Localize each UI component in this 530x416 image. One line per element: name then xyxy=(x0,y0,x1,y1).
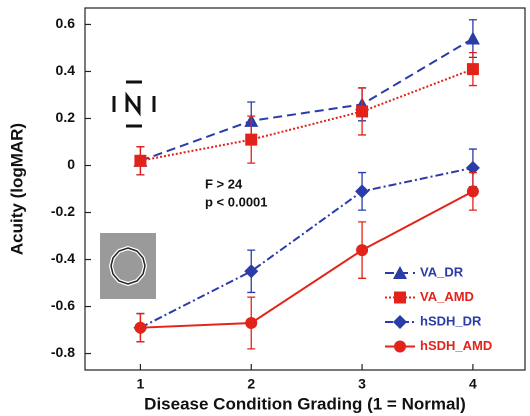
x-axis-title: Disease Condition Grading (1 = Normal) xyxy=(144,394,466,413)
marker xyxy=(356,244,369,257)
series-line xyxy=(139,166,474,329)
legend-label: VA_AMD xyxy=(420,289,474,304)
marker xyxy=(466,63,479,76)
marker xyxy=(245,316,258,329)
annotation: p < 0.0001 xyxy=(205,194,268,209)
legend-label: hSDH_DR xyxy=(420,313,482,328)
x-tick-label: 3 xyxy=(358,376,366,392)
legend-marker xyxy=(393,315,407,329)
y-axis-title: Acuity (logMAR) xyxy=(7,123,26,255)
legend-label: hSDH_AMD xyxy=(420,338,492,353)
legend-marker xyxy=(394,291,406,304)
legend-label: VA_DR xyxy=(420,264,464,279)
ring-inset xyxy=(100,233,156,299)
marker xyxy=(465,160,480,175)
y-tick-label: 0.2 xyxy=(56,109,76,125)
x-tick-label: 4 xyxy=(469,376,477,392)
marker xyxy=(244,264,259,279)
marker xyxy=(465,31,480,45)
series-line xyxy=(140,190,474,329)
optotype-inset xyxy=(112,80,156,128)
x-tick-label: 1 xyxy=(137,376,145,392)
y-tick-label: 0 xyxy=(67,156,75,172)
y-tick-label: -0.2 xyxy=(51,203,75,219)
series-line xyxy=(140,37,474,162)
y-tick-label: 0.4 xyxy=(56,62,76,78)
marker xyxy=(355,184,370,199)
y-tick-label: -0.4 xyxy=(51,250,75,266)
y-tick-label: 0.6 xyxy=(56,15,76,31)
y-tick-label: -0.8 xyxy=(51,344,75,360)
x-tick-label: 2 xyxy=(247,376,255,392)
annotation: F > 24 xyxy=(205,176,243,191)
y-tick-label: -0.6 xyxy=(51,297,75,313)
marker xyxy=(134,154,147,167)
legend-marker xyxy=(394,340,406,353)
marker xyxy=(356,105,369,118)
series-line xyxy=(140,68,474,162)
marker xyxy=(134,321,147,334)
marker xyxy=(466,185,479,198)
plot-frame xyxy=(84,7,526,371)
marker xyxy=(245,133,258,146)
legend-marker xyxy=(393,266,407,279)
